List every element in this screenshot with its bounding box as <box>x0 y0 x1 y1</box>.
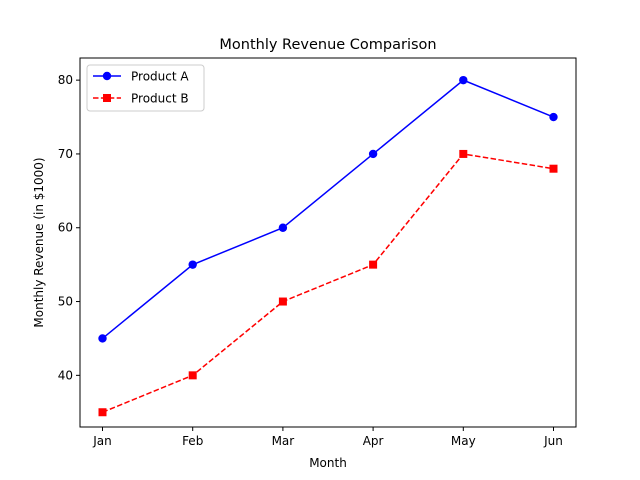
legend-label-product-a: Product A <box>131 70 189 84</box>
series-line-product-a <box>102 79 554 340</box>
x-tick-label: Mar <box>272 434 295 448</box>
x-tick-label: May <box>451 434 476 448</box>
legend-label-product-b: Product B <box>131 92 189 106</box>
data-point-product-a <box>98 334 107 343</box>
x-tick-label: Feb <box>182 434 203 448</box>
y-axis: 40 50 60 70 80 <box>58 73 80 382</box>
y-tick-label: 60 <box>58 221 73 235</box>
x-axis-title: Month <box>309 456 347 470</box>
data-point-product-a <box>278 223 288 232</box>
chart-title: Monthly Revenue Comparison <box>219 37 436 53</box>
data-point-product-b <box>549 164 558 173</box>
legend-marker-product-a <box>102 71 112 81</box>
data-point-product-a <box>188 260 197 269</box>
x-tick-label: Jan <box>92 434 112 448</box>
y-tick-label: 40 <box>58 368 73 382</box>
plot-frame <box>79 57 577 428</box>
legend-marker-product-b <box>103 94 111 102</box>
legend: Product A Product B <box>86 64 205 112</box>
series-line-product-b <box>102 153 554 413</box>
data-point-product-b <box>188 371 197 380</box>
y-tick-label: 80 <box>58 73 73 87</box>
x-tick-label: Jun <box>543 434 563 448</box>
data-point-product-a <box>368 149 378 159</box>
data-point-product-b <box>98 408 107 417</box>
data-point-product-b <box>459 149 468 158</box>
data-point-product-b <box>369 260 378 269</box>
data-point-product-a <box>459 75 468 85</box>
y-axis-title: Monthly Revenue (in $1000) <box>32 157 46 327</box>
y-tick-label: 70 <box>58 147 73 161</box>
x-axis: Jan Feb Mar Apr May Jun <box>92 427 563 448</box>
data-point-product-a <box>549 112 558 122</box>
plot-area <box>98 75 558 417</box>
x-tick-label: Apr <box>363 434 384 448</box>
y-tick-label: 50 <box>58 295 73 309</box>
data-point-product-b <box>278 297 287 306</box>
